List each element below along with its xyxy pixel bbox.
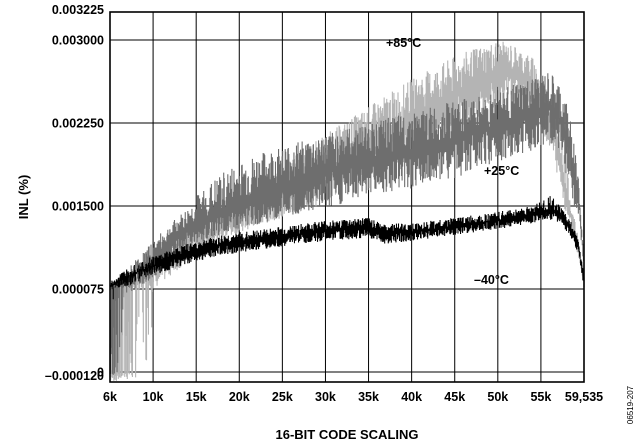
x-tick-label: 20k <box>229 390 250 404</box>
y-tick-label: 0.001500 <box>52 200 104 214</box>
y-tick-label: –0.000120 <box>45 369 104 383</box>
y-tick-label: 0.003000 <box>52 34 104 48</box>
x-tick-label: 30k <box>315 390 336 404</box>
x-tick-label: 10k <box>143 390 164 404</box>
series-label: +85°C <box>386 36 421 50</box>
x-tick-label: 50k <box>487 390 508 404</box>
x-axis-title: 16-BIT CODE SCALING <box>275 427 418 442</box>
series-label: –40°C <box>474 273 509 287</box>
y-tick-label: 0.000075 <box>52 283 104 297</box>
x-tick-label: 25k <box>272 390 293 404</box>
y-tick-label: 0.003225 <box>52 3 104 17</box>
plot-frame <box>109 11 585 383</box>
x-tick-label: 59,535 <box>565 390 603 404</box>
x-tick-label: 35k <box>358 390 379 404</box>
x-tick-label: 6k <box>103 390 117 404</box>
series-labels: +85°C +25°C –40°C <box>386 36 519 287</box>
x-tick-label: 45k <box>444 390 465 404</box>
figure-id: 06519-207 <box>626 385 635 424</box>
y-tick-label: 0.002250 <box>52 117 104 131</box>
x-tick-label: 55k <box>530 390 551 404</box>
x-tick-labels: 6k 10k 15k 20k 25k 30k 35k 40k 45k 50k 55k 59,535 <box>103 390 603 404</box>
y-tick-label: 0 <box>97 366 104 380</box>
series-label: +25°C <box>484 164 519 178</box>
x-tick-label: 40k <box>401 390 422 404</box>
x-tick-label: 15k <box>186 390 207 404</box>
y-axis-title: INL (%) <box>16 175 31 220</box>
